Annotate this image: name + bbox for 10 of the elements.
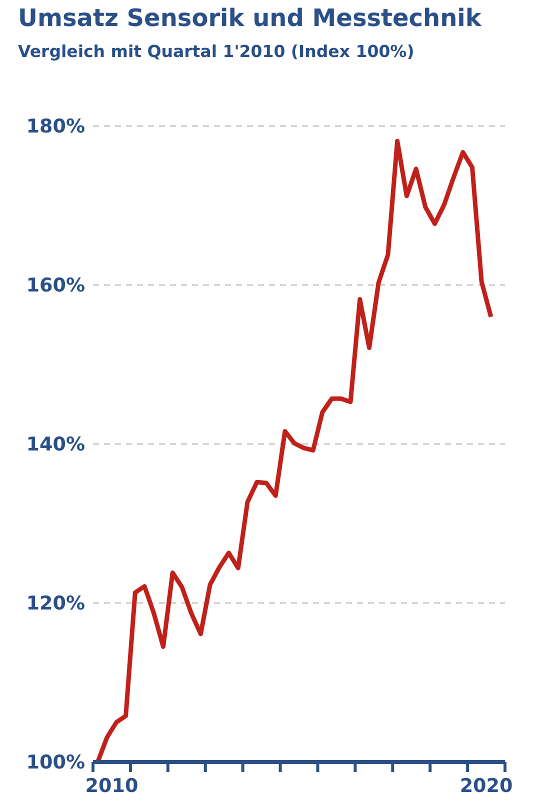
- y-tick-label: 180%: [26, 116, 85, 138]
- chart-title: Umsatz Sensorik und Messtechnik: [18, 4, 482, 32]
- line-series: [95, 138, 494, 762]
- chart-subtitle: Vergleich mit Quartal 1'2010 (Index 100%): [18, 42, 414, 61]
- y-tick-label: 120%: [26, 592, 85, 615]
- y-tick-label: 140%: [26, 434, 85, 456]
- x-tick-label: 2020: [460, 775, 513, 797]
- x-tick-label: 2010: [85, 775, 138, 797]
- y-tick-label: 160%: [26, 274, 85, 297]
- y-tick-label: 100%: [26, 752, 85, 774]
